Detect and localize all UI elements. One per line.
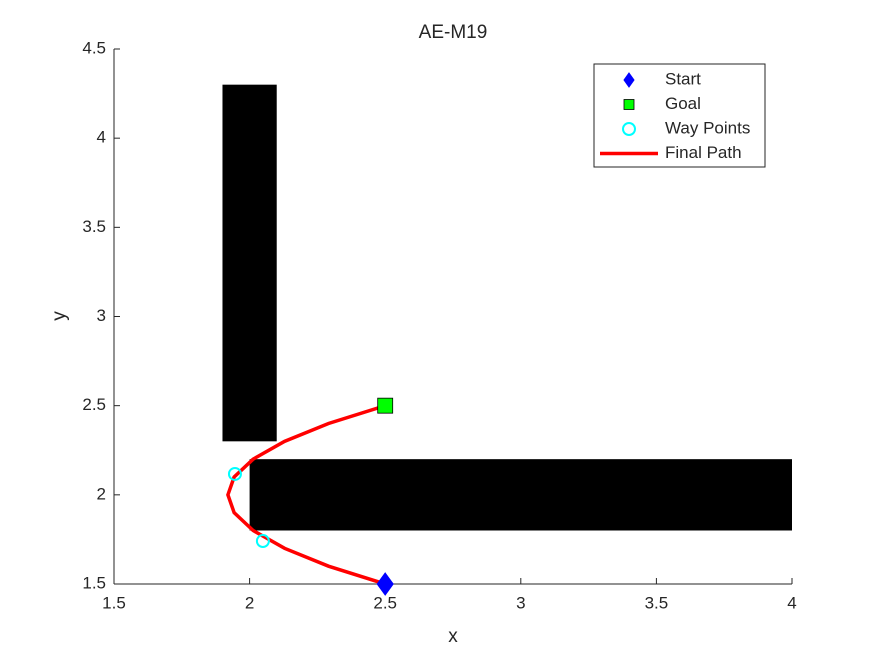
start-marker: [376, 572, 394, 596]
y-tick-label: 3: [97, 306, 106, 325]
waypoint-marker: [227, 466, 242, 481]
y-axis-label: y: [49, 311, 70, 321]
waypoint-marker: [255, 534, 270, 549]
y-tick-label: 4.5: [82, 38, 106, 57]
obstacle: [222, 84, 277, 442]
x-tick-label: 4: [787, 593, 796, 612]
legend-box: [593, 63, 766, 168]
y-tick-label: 4: [97, 128, 106, 147]
legend-label: Way Points: [665, 118, 750, 137]
y-tick-label: 2.5: [82, 395, 106, 414]
x-tick-label: 2: [245, 593, 254, 612]
legend-label: Final Path: [665, 143, 742, 162]
obstacle: [249, 459, 793, 531]
x-axis-label: x: [448, 626, 458, 647]
goal-marker: [377, 397, 394, 414]
y-tick-label: 1.5: [82, 573, 106, 592]
x-tick-label: 2.5: [373, 593, 397, 612]
y-tick-label: 2: [97, 484, 106, 503]
legend: Start Goal Way Points Final Path: [593, 63, 766, 168]
x-tick-label: 3.5: [645, 593, 669, 612]
legend-label: Goal: [665, 94, 701, 113]
final-path: [226, 403, 386, 586]
x-tick-label: 1.5: [102, 593, 126, 612]
x-tick-label: 3: [516, 593, 525, 612]
y-tick-label: 3.5: [82, 217, 106, 236]
chart-title: AE-M19: [419, 22, 488, 43]
legend-marker: [623, 99, 635, 110]
legend-marker: [622, 122, 636, 136]
legend-label: Start: [665, 69, 701, 88]
legend-marker: [623, 72, 635, 88]
